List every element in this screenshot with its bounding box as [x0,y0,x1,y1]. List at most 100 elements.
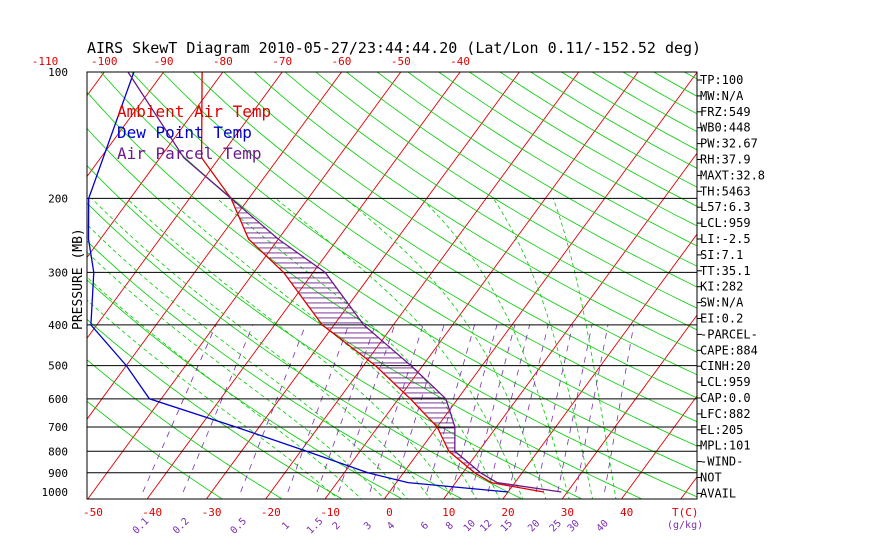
dry-adiabat-line [87,164,583,499]
legend-entry: Air Parcel Temp [117,144,262,163]
pressure-tick-label: 200 [48,192,68,205]
bottom-temp-tick-label: -20 [261,506,281,519]
dry-adiabat-line [87,318,343,499]
index-label: LFC:882 [700,407,751,421]
top-temp-tick-label: -40 [450,55,470,68]
index-label: L57:6.3 [700,200,751,214]
moist-adiabat-line [552,198,617,499]
moist-adiabat-line [275,198,524,499]
index-label: MW:N/A [700,89,744,103]
mixing-ratio-unit-label: (g/kg) [667,520,703,531]
mixing-ratio-line [369,324,424,493]
pressure-tick-label: 500 [48,360,68,373]
top-temp-tick-label: -90 [154,55,174,68]
index-label: -PARCEL- [700,327,758,341]
mixing-ratio-tick-label: 0.1 [131,516,152,537]
series-line [127,72,562,493]
index-label: LI:-2.5 [700,232,751,246]
index-label: NOT [700,471,722,485]
series-line [200,72,544,493]
moist-adiabat-line [87,224,409,499]
legend: Ambient Air Temp Dew Point Temp Air Parcel… [117,102,271,163]
axes: 1002003004005006007008009001000-120-110-… [32,55,703,537]
dry-adiabat-line [130,72,697,447]
dry-adiabat-line [223,72,697,376]
isotherm-line [87,72,224,259]
cape-hatching [232,202,475,469]
bottom-temp-tick-label: 20 [501,506,514,519]
bottom-temp-tick-label: -30 [202,506,222,519]
dry-adiabat-line [87,400,223,499]
mixing-ratio-line [471,324,516,493]
moist-adiabat-line [126,198,454,499]
dry-adiabat-line [253,72,697,353]
isotherm-line [205,72,520,499]
bottom-temp-tick-label: -10 [320,506,340,519]
mixing-ratio-tick-label: 15 [499,518,515,534]
dry-adiabat-line [87,91,697,498]
moist-adiabat-line [87,276,363,499]
isotherm-line [443,152,697,499]
plot-frame [86,71,698,500]
stability-indices: TP:100 MW:N/A FRZ:549 WB0:448 PW:32.67 RH:37.… [697,73,765,500]
x-axis-label: T(C) [672,506,699,519]
bottom-temp-tick-label: 10 [442,506,455,519]
dry-adiabat-line [376,72,697,267]
index-label: CAP:0.0 [700,391,751,405]
isotherm-line [146,72,461,499]
dry-adiabat-line [87,127,643,499]
dry-adiabat-line [438,72,697,227]
mixing-ratio-tick-label: 6 [419,520,431,532]
dry-adiabat-line [530,72,697,169]
index-label: TT:35.1 [700,264,751,278]
dry-adiabat-line [315,72,697,309]
top-temp-tick-label: -70 [272,55,292,68]
pressure-tick-label: 600 [48,393,68,406]
mixing-ratio-tick-label: 4 [385,520,397,532]
bottom-temp-tick-label: -50 [83,506,103,519]
bottom-temp-tick-label: 40 [620,506,633,519]
index-label: EL:205 [700,423,743,437]
mixing-ratio-tick-label: 40 [595,518,611,534]
dry-adiabat-line [87,240,463,499]
pressure-tick-label: 100 [48,66,68,79]
index-label: SI:7.1 [700,248,743,262]
mixing-ratio-line [557,324,593,493]
dry-adiabat-line [499,72,697,188]
sounding-series [87,72,562,493]
index-label: RH:37.9 [700,153,751,167]
moist-adiabat-line [216,198,501,499]
index-label: LCL:959 [700,375,751,389]
pressure-tick-label: 700 [48,421,68,434]
isotherm-line [87,72,402,499]
isotherm-line [265,72,580,499]
index-label: CAPE:884 [700,343,758,357]
isotherm-line [87,72,165,178]
top-temp-tick-label: -50 [391,55,411,68]
moist-adiabat-line [344,198,547,499]
index-label: PW:32.67 [700,137,758,151]
mixing-ratio-line [392,324,445,493]
mixing-ratio-tick-label: 1.5 [305,516,326,537]
mixing-ratio-line [575,324,609,493]
mixing-ratio-tick-label: 0.2 [171,516,192,537]
isotherm-line [739,53,870,501]
pressure-tick-label: 400 [48,319,68,332]
moist-adiabat-line [91,198,431,499]
index-label: MAXT:32.8 [700,168,765,182]
mixing-ratio-line [535,324,573,493]
isotherm-line [383,72,697,499]
dry-adiabat-line [345,72,697,288]
isotherm-line [620,395,697,499]
moist-adiabat-line [421,198,570,499]
dry-adiabat-line [161,72,697,423]
pressure-tick-label: 800 [48,445,68,458]
index-label: FRZ:549 [700,105,751,119]
mixing-ratio-line [604,324,635,493]
top-temp-tick-label: -100 [91,55,118,68]
isotherm-line [87,72,343,420]
dry-adiabat-line [192,72,697,399]
mixing-ratio-tick-label: 3 [362,520,374,532]
background-lines [87,53,870,501]
